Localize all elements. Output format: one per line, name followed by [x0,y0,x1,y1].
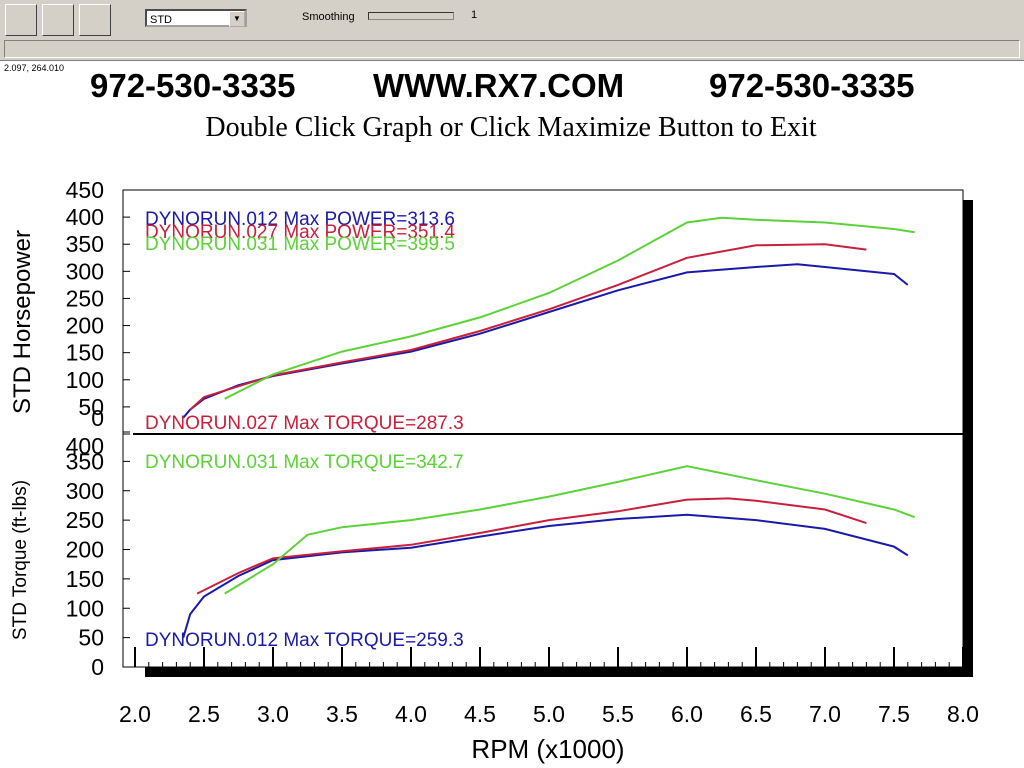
smoothing-slider[interactable] [368,12,454,20]
smoothing-label: Smoothing [302,11,355,23]
tool-button[interactable] [5,4,37,36]
x-tick-label: 7.5 [878,701,910,727]
y-tick-label: 250 [66,507,104,533]
x-tick-label: 2.5 [188,701,220,727]
tool-button[interactable] [79,4,111,36]
plot-frame [122,189,964,668]
panel [4,40,1020,58]
annotation: DYNORUN.012 Max TORQUE=259.3 [145,630,464,651]
y-tick-label: 0 [91,405,104,431]
y-tick-label: 150 [66,566,104,592]
series-line [224,465,916,595]
x-axis-title: RPM (x1000) [471,734,624,764]
annotation: DYNORUN.012 Max POWER=313.6 [145,209,455,230]
y-tick-label: 200 [66,313,104,339]
x-tick-label: 5.0 [533,701,565,727]
x-tick-label: 3.0 [257,701,289,727]
annotation: DYNORUN.031 Max TORQUE=342.7 [145,452,464,473]
y-tick-label: 350 [66,231,104,257]
x-tick-label: 6.0 [671,701,703,727]
phone: 972-530-3335 [709,67,915,104]
x-tick-label: 7.0 [809,701,841,727]
y-tick-label: 100 [66,367,104,393]
y-tick-label: 200 [66,537,104,563]
shadow [963,200,973,677]
y-tick-label: 100 [66,595,104,621]
x-tick-label: 4.5 [464,701,496,727]
shadow [145,667,973,677]
series-line [224,216,915,400]
y-tick-label: 400 [66,204,104,230]
y-tick-label: 50 [78,625,104,651]
series-line [182,513,909,638]
toolbar: STD ▼ Smoothing 1 [0,0,1024,61]
y-axis-title: STD Torque (ft-lbs) [10,480,31,640]
x-tick-label: 8.0 [947,701,979,727]
tool-button[interactable] [42,4,74,36]
y-tick-label: 400 [66,433,104,459]
y-tick-label: 50 [78,394,104,420]
instruction: Double Click Graph or Click Maximize But… [205,112,816,143]
x-tick-label: 3.5 [326,701,358,727]
y-tick-label: 0 [91,654,104,680]
y-tick-label: 300 [66,258,104,284]
series-line [189,243,867,411]
x-tick-label: 6.5 [740,701,772,727]
x-tick-label: 2.0 [119,701,151,727]
series-line [196,497,867,595]
y-tick-label: 250 [66,285,104,311]
dropdown[interactable]: STD ▼ [145,9,247,27]
x-tick-label: 5.5 [602,701,634,727]
cursor-status: 2.097, 264.010 [4,63,65,73]
y-tick-label: 150 [66,340,104,366]
annotation: DYNORUN.027 Max TORQUE=287.3 [145,413,464,434]
dropdown-arrow[interactable]: ▼ [229,11,245,27]
y-axis-title: STD Horsepower [9,230,36,414]
smoothing-value: 1 [471,9,478,21]
dropdown-value: STD [150,14,172,26]
y-tick-label: 300 [66,478,104,504]
website: WWW.RX7.COM [373,67,624,104]
y-tick-label: 450 [66,177,104,203]
phone: 972-530-3335 [90,67,296,104]
annotation: DYNORUN.027 Max POWER=351.4 [145,222,455,243]
y-tick-label: 350 [66,448,104,474]
x-tick-label: 4.0 [395,701,427,727]
annotation: DYNORUN.031 Max POWER=399.5 [145,234,455,255]
